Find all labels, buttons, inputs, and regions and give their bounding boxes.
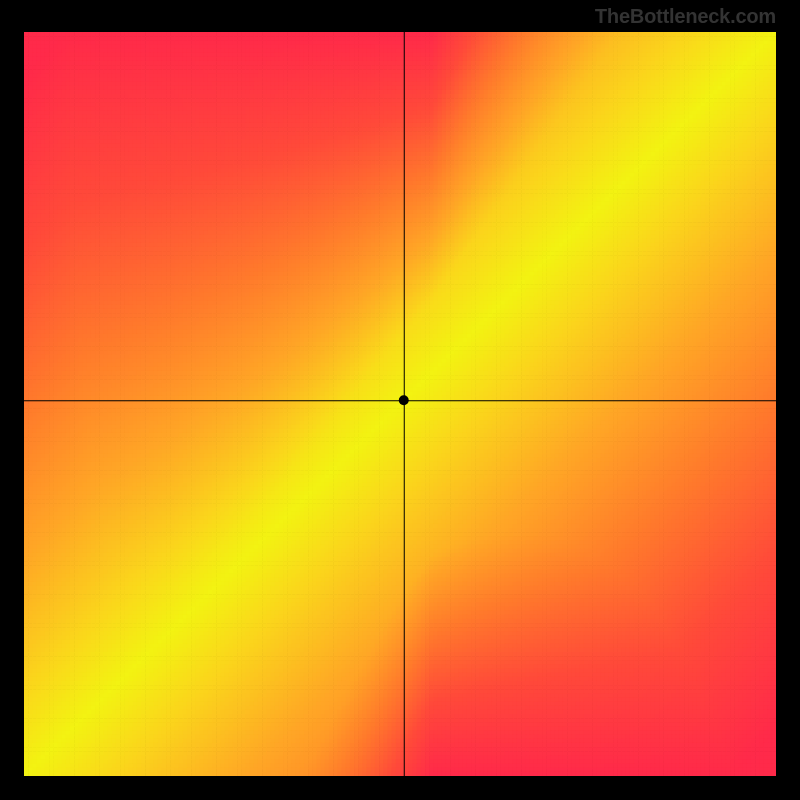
watermark-text: TheBottleneck.com [595,6,776,29]
heatmap-canvas [24,32,776,776]
heatmap-plot-area [24,32,776,776]
chart-container: TheBottleneck.com [0,0,800,800]
